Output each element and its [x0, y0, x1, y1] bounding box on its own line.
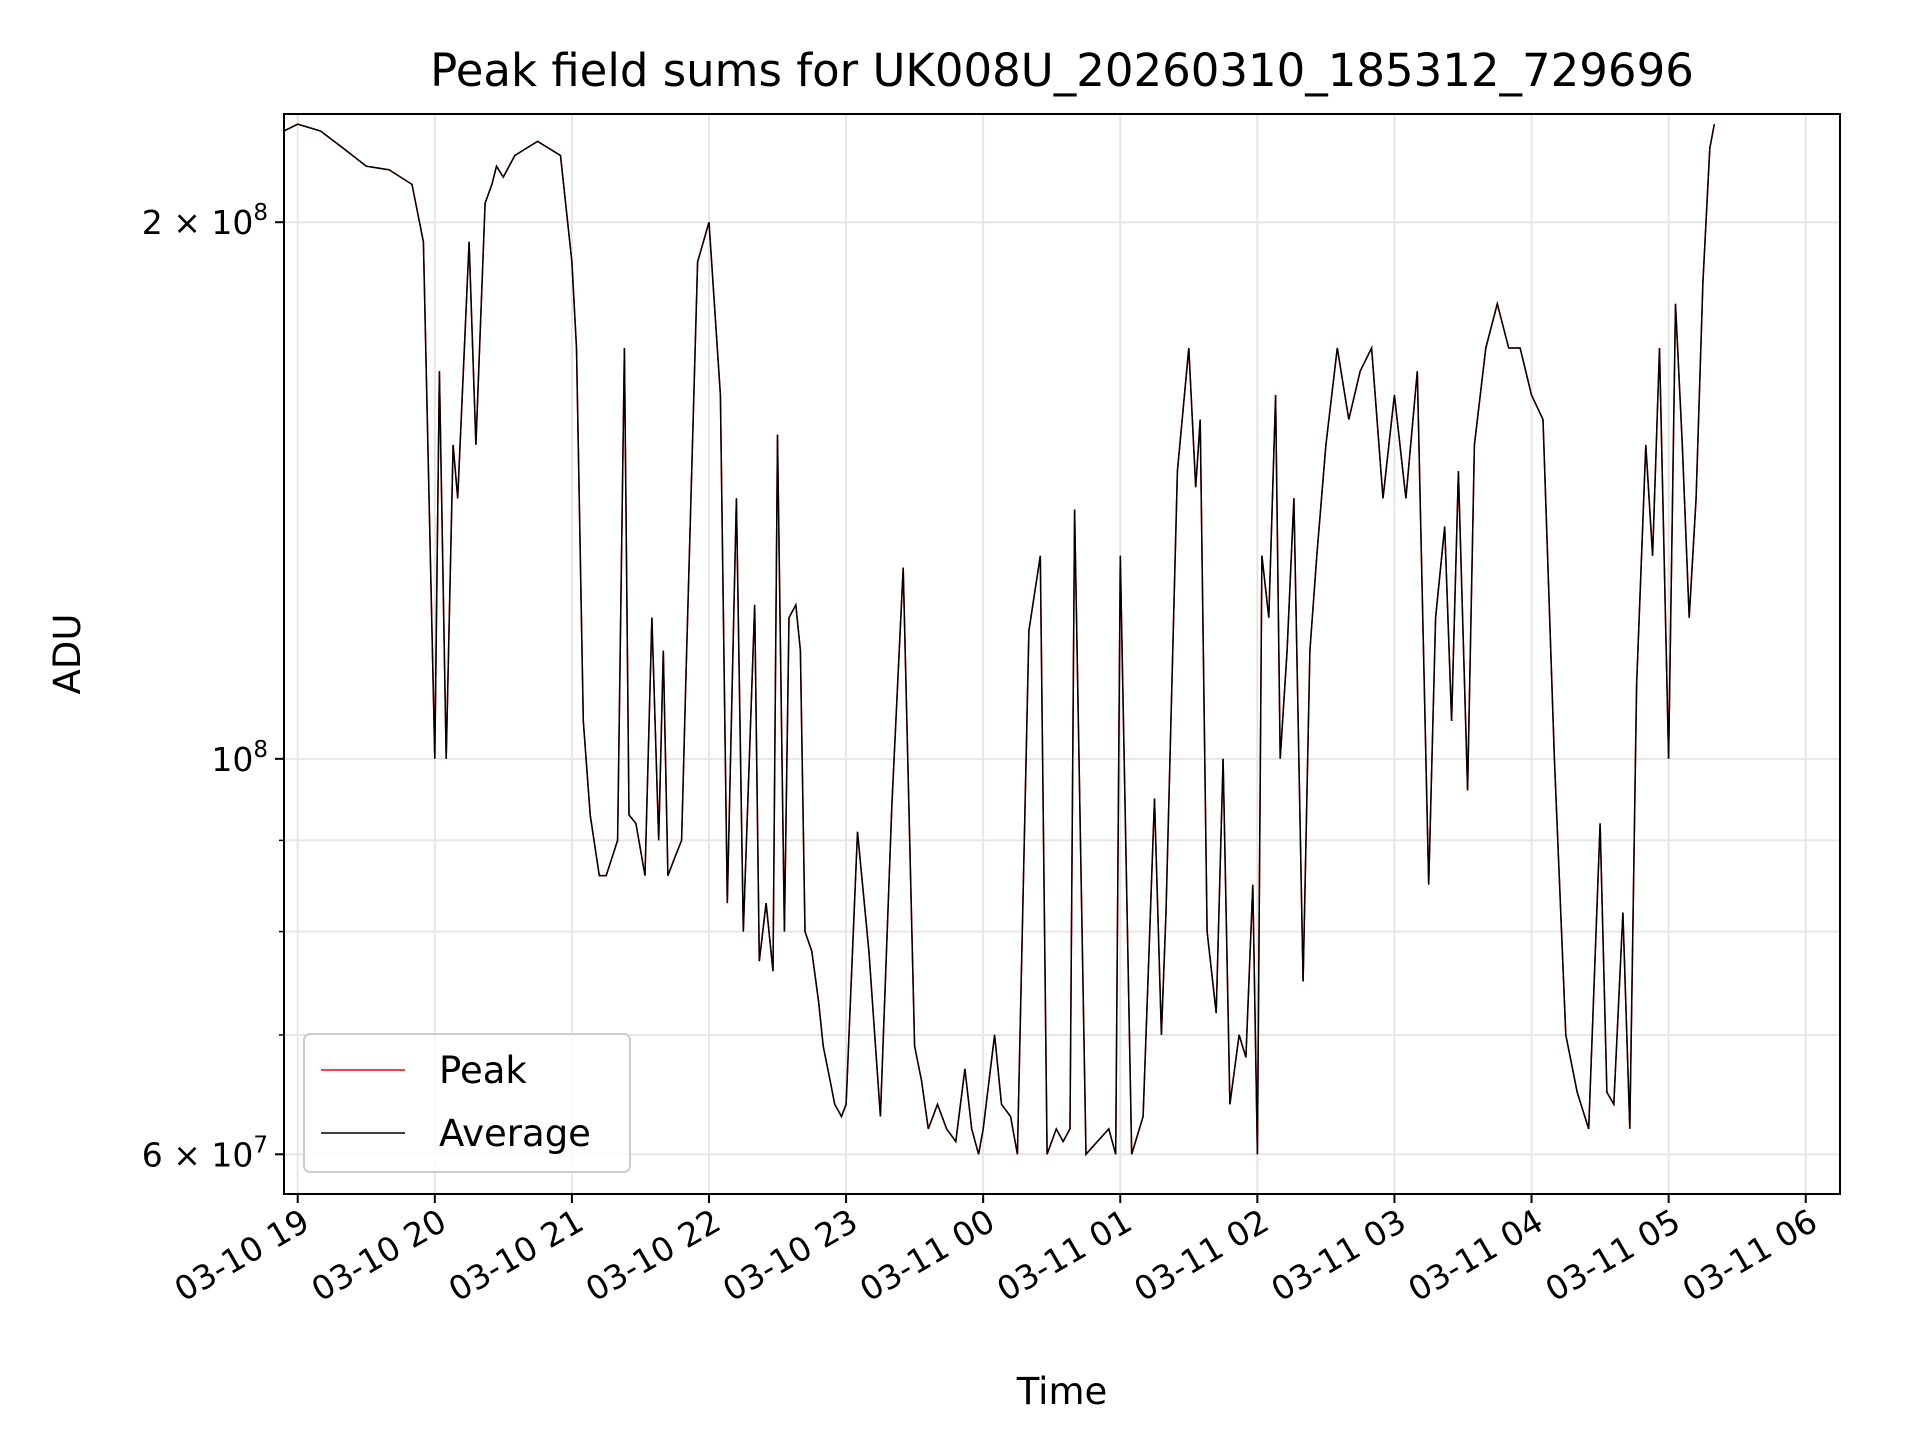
- x-axis-label: Time: [1016, 1370, 1108, 1413]
- y-tick-label: 2 × 108: [142, 200, 268, 242]
- y-tick-label: 108: [211, 737, 268, 779]
- series-group: [284, 123, 1716, 1157]
- legend-average-label: Average: [439, 1112, 591, 1155]
- legend: Peak Average: [303, 1033, 631, 1173]
- y-tick-label: 6 × 107: [142, 1132, 268, 1174]
- legend-box: [303, 1033, 631, 1173]
- chart-title: Peak field sums for UK008U_20260310_1853…: [430, 44, 1694, 97]
- y-axis-label: ADU: [46, 614, 89, 695]
- plot-frame: [283, 113, 1841, 1195]
- series-average-line: [284, 123, 1716, 1157]
- series-layer: [284, 123, 1716, 1157]
- legend-peak-label: Peak: [439, 1049, 527, 1092]
- y-axis: 6 × 107 108 2 × 108: [142, 200, 284, 1174]
